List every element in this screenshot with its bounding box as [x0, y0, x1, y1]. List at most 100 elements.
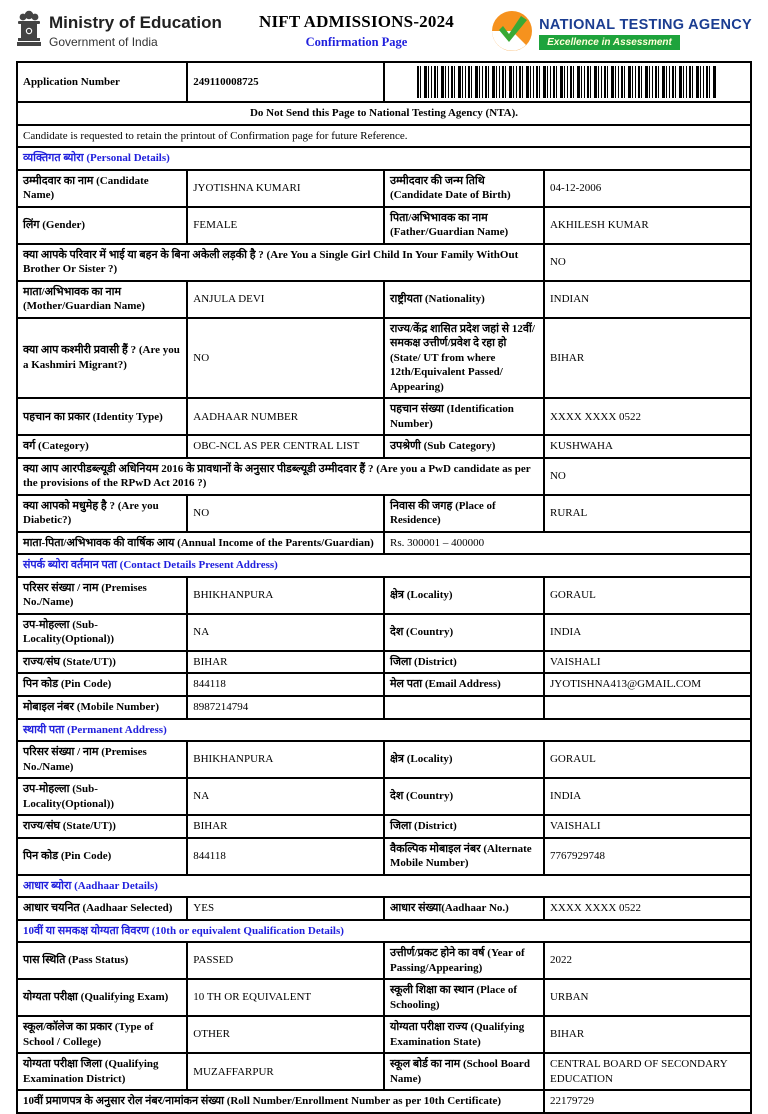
field-value: GORAUL [542, 740, 753, 780]
field-label: पिन कोड (Pin Code) [15, 836, 189, 876]
field-label: वैकल्पिक मोबाइल नंबर (Alternate Mobile N… [382, 836, 545, 876]
field-value: MUZAFFARPUR [186, 1052, 385, 1092]
field-label: आधार चयनित (Aadhaar Selected) [15, 896, 189, 921]
ministry-name: Ministry of Education [49, 13, 222, 33]
table-row: पहचान का प्रकार (Identity Type) AADHAAR N… [15, 397, 753, 437]
field-label: 10वीं प्रमाणपत्र के अनुसार रोल नंबर/नामा… [16, 1089, 545, 1114]
form-table-body: Application Number 249110008725 Do Not S… [15, 61, 753, 1114]
field-value: INDIAN [542, 279, 753, 319]
field-value: XXXX XXXX 0522 [542, 896, 753, 921]
field-label: उप-मोहल्ला (Sub-Locality(Optional)) [15, 777, 189, 817]
field-value: NO [186, 316, 385, 400]
government-name: Government of India [49, 34, 158, 49]
table-row: लिंग (Gender) FEMALE पिता/अभिभावक का नाम (… [15, 205, 753, 245]
table-row: मोबाइल नंबर (Mobile Number) 8987214794 [15, 695, 753, 720]
field-value: NO [542, 456, 753, 496]
field-value: AADHAAR NUMBER [186, 397, 385, 437]
field-label: क्या आपको मधुमेह है ? (Are you Diabetic?… [15, 493, 189, 533]
field-value: NO [542, 242, 753, 282]
field-label: आधार संख्या(Aadhaar No.) [382, 896, 545, 921]
field-label: उम्मीदवार का नाम (Candidate Name) [15, 168, 189, 208]
field-value: OBC-NCL AS PER CENTRAL LIST [186, 434, 385, 459]
field-label: राज्य/संघ (State/UT)) [15, 649, 189, 675]
confirmation-form-table: Application Number 249110008725 Do Not S… [15, 61, 753, 1114]
field-value: 844118 [186, 672, 385, 697]
table-row: राज्य/संघ (State/UT)) BIHAR जिला (District… [15, 814, 753, 839]
table-row: क्या आपको मधुमेह है ? (Are you Diabetic?… [15, 493, 753, 533]
field-label: योग्यता परीक्षा राज्य (Qualifying Examin… [382, 1015, 545, 1055]
field-value: 22179729 [542, 1089, 753, 1114]
table-row: पास स्थिति (Pass Status) PASSED उत्तीर्ण/प… [15, 941, 753, 981]
application-number-value: 249110008725 [186, 61, 385, 103]
field-value: BIHAR [186, 649, 385, 675]
table-row: माता/अभिभावक का नाम (Mother/Guardian Nam… [15, 279, 753, 319]
field-value: KUSHWAHA [542, 434, 753, 459]
page-subtitle: Confirmation Page [305, 35, 408, 49]
field-value: INDIA [542, 777, 753, 817]
field-value: Rs. 300001 – 400000 [382, 530, 753, 556]
application-number-row: Application Number 249110008725 [15, 61, 753, 103]
field-value: OTHER [186, 1015, 385, 1055]
field-label: माता-पिता/अभिभावक की वार्षिक आय (Annual … [16, 530, 385, 556]
field-label: पिता/अभिभावक का नाम (Father/Guardian Nam… [382, 205, 545, 245]
field-value: AKHILESH KUMAR [542, 205, 753, 245]
field-label: पहचान का प्रकार (Identity Type) [15, 397, 189, 437]
table-row: परिसर संख्या / नाम (Premises No./Name) BH… [15, 740, 753, 780]
field-value: 10 TH OR EQUIVALENT [186, 978, 385, 1018]
field-label: पिन कोड (Pin Code) [15, 672, 189, 697]
field-value: FEMALE [186, 205, 385, 245]
field-label: स्कूली शिक्षा का स्थान (Place of Schooli… [382, 978, 545, 1018]
section-title-permanent-address: स्थायी पता (Permanent Address) [16, 717, 752, 742]
section-row-aadhaar-details: आधार ब्योरा (Aadhaar Details) [16, 873, 752, 899]
field-value: INDIA [542, 612, 753, 652]
field-value: JYOTISHNA KUMARI [186, 168, 385, 208]
section-title-qualification-details: 10वीं या समकक्ष योग्यता विवरण (10th or e… [16, 918, 752, 944]
field-label: मोबाइल नंबर (Mobile Number) [15, 695, 189, 720]
field-value: BIHAR [542, 316, 753, 400]
field-label: निवास की जगह (Place of Residence) [382, 493, 545, 533]
nta-logo-icon [491, 10, 533, 57]
table-row: पिन कोड (Pin Code) 844118 वैकल्पिक मोबाइल … [15, 836, 753, 876]
table-row: उम्मीदवार का नाम (Candidate Name) JYOTISH… [15, 168, 753, 208]
field-label: राज्य/संघ (State/UT)) [15, 814, 189, 839]
table-row: उप-मोहल्ला (Sub-Locality(Optional)) NA देश… [15, 612, 753, 652]
ministry-block: Ministry of Education Government of Indi… [16, 10, 222, 53]
field-value: PASSED [186, 941, 385, 981]
table-row: वर्ग (Category) OBC-NCL AS PER CENTRAL LI… [15, 434, 753, 459]
field-label: क्या आपके परिवार में भाई या बहन के बिना … [16, 242, 545, 282]
field-value: 844118 [186, 836, 385, 876]
field-value [542, 695, 753, 720]
field-value: 8987214794 [186, 695, 385, 720]
field-label: उम्मीदवार की जन्म तिथि (Candidate Date o… [382, 168, 545, 208]
field-label: देश (Country) [382, 777, 545, 817]
table-row: योग्यता परीक्षा जिला (Qualifying Examina… [15, 1052, 753, 1092]
table-row: क्या आपके परिवार में भाई या बहन के बिना … [16, 242, 753, 282]
field-value: BHIKHANPURA [186, 740, 385, 780]
table-row: पिन कोड (Pin Code) 844118 मेल पता (Email A… [15, 672, 753, 697]
page-title: NIFT ADMISSIONS-2024 [259, 12, 454, 31]
section-title-contact-present-address: संपर्क ब्योरा वर्तमान पता (Contact Detai… [16, 553, 752, 578]
field-value: XXXX XXXX 0522 [542, 397, 753, 437]
field-label: जिला (District) [382, 814, 545, 839]
field-value: VAISHALI [542, 649, 753, 675]
nta-agency-name: NATIONAL TESTING AGENCY [539, 17, 752, 33]
field-label: क्षेत्र (Locality) [382, 575, 545, 615]
retain-notice: Candidate is requested to retain the pri… [16, 123, 752, 149]
field-value: CENTRAL BOARD OF SECONDARY EDUCATION [542, 1052, 753, 1092]
field-label [382, 695, 545, 720]
field-label: योग्यता परीक्षा जिला (Qualifying Examina… [15, 1052, 189, 1092]
field-value: NA [186, 612, 385, 652]
field-label: उप-मोहल्ला (Sub-Locality(Optional)) [15, 612, 189, 652]
table-row: 10वीं प्रमाणपत्र के अनुसार रोल नंबर/नामा… [16, 1089, 753, 1114]
barcode [417, 66, 718, 98]
field-value: RURAL [542, 493, 753, 533]
field-label: देश (Country) [382, 612, 545, 652]
field-label: जिला (District) [382, 649, 545, 675]
nta-texts: NATIONAL TESTING AGENCY Excellence in As… [539, 17, 752, 50]
table-row: योग्यता परीक्षा (Qualifying Exam) 10 TH O… [15, 978, 753, 1018]
field-value: 04-12-2006 [542, 168, 753, 208]
do-not-send-row: Do Not Send this Page to National Testin… [16, 101, 752, 126]
field-label: परिसर संख्या / नाम (Premises No./Name) [15, 575, 189, 615]
field-label: माता/अभिभावक का नाम (Mother/Guardian Nam… [15, 279, 189, 319]
section-row-contact-present-address: संपर्क ब्योरा वर्तमान पता (Contact Detai… [16, 553, 752, 578]
